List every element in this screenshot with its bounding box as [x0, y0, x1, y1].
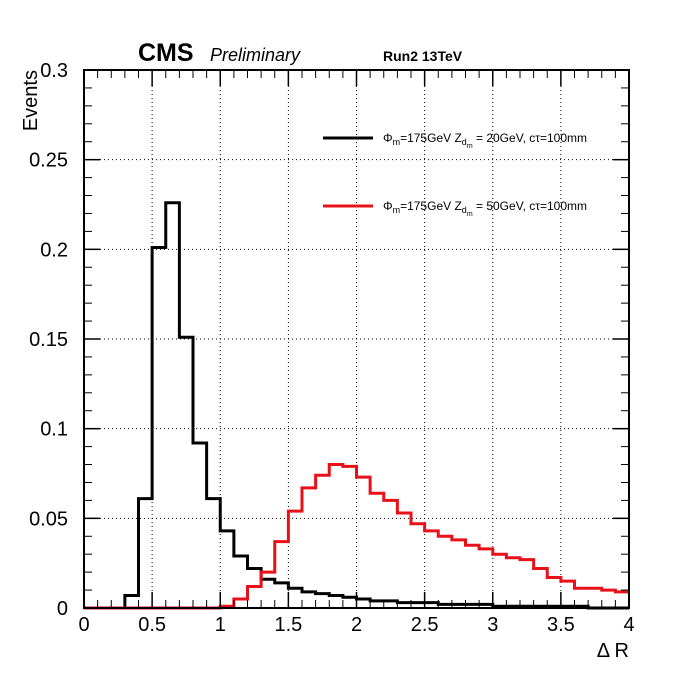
y-tick-labels: 0 0.05 0.1 0.15 0.2 0.25 0.3	[29, 60, 68, 620]
cms-label: CMS	[138, 39, 194, 67]
legend-label-2: Φm=175GeV Zdm = 50GeV, cτ=100mm	[383, 199, 587, 218]
y-tick-label: 0	[57, 598, 68, 620]
x-tick-label: 1	[215, 614, 226, 636]
y-tick-label: 0.05	[29, 508, 68, 530]
y-tick-label: 0.25	[29, 150, 68, 172]
histogram-series	[84, 201, 629, 610]
run-label: Run2 13TeV	[383, 48, 463, 64]
y-tick-label: 0.2	[40, 239, 68, 261]
x-tick-label: 0.5	[138, 614, 166, 636]
x-tick-label: 1.5	[274, 614, 302, 636]
y-tick-label: 0.1	[40, 419, 68, 441]
legend: Φm=175GeV Zdm = 20GeV, cτ=100mm Φm=175GeV…	[323, 131, 587, 218]
x-tick-label: 4	[623, 614, 634, 636]
x-tick-labels: 0 0.5 1 1.5 2 2.5 3 3.5 4	[78, 614, 634, 636]
x-tick-label: 2	[351, 614, 362, 636]
histogram-series-2	[84, 463, 629, 610]
x-axis-title: Δ R	[597, 640, 629, 662]
preliminary-label: Preliminary	[210, 45, 301, 65]
y-tick-label: 0.3	[40, 60, 68, 82]
x-tick-label: 0	[78, 614, 89, 636]
histogram-series-1	[84, 201, 629, 610]
x-tick-label: 3	[487, 614, 498, 636]
legend-label-1: Φm=175GeV Zdm = 20GeV, cτ=100mm	[383, 131, 587, 150]
axis-ticks	[83, 69, 630, 609]
x-tick-label: 2.5	[411, 614, 439, 636]
y-axis-title: Events	[20, 70, 42, 131]
y-tick-label: 0.15	[29, 329, 68, 351]
x-tick-label: 3.5	[547, 614, 575, 636]
